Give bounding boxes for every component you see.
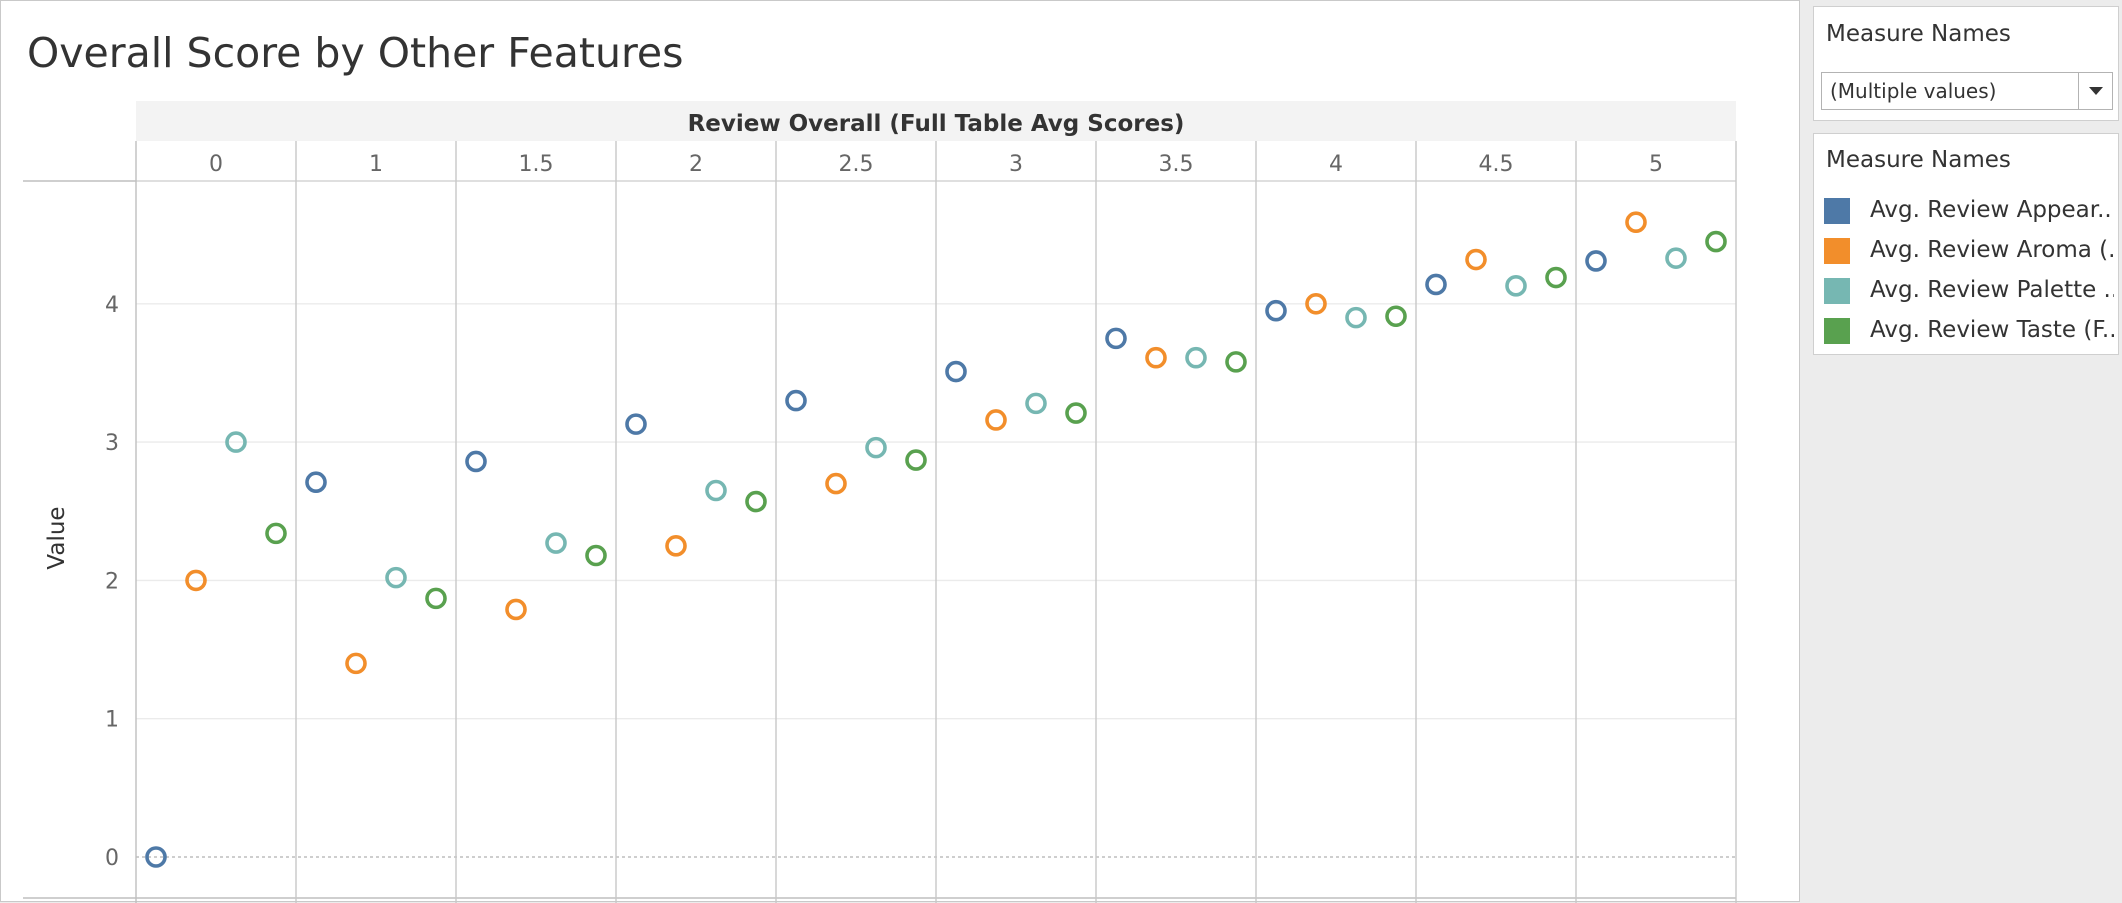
- data-point: [1345, 306, 1367, 329]
- legend-swatch: [1824, 238, 1850, 264]
- column-header-title: Review Overall (Full Table Avg Scores): [688, 111, 1185, 137]
- data-point: [425, 587, 447, 610]
- legend-label: Avg. Review Palette ..: [1870, 277, 2114, 303]
- data-point: [865, 436, 887, 459]
- data-point: [305, 471, 327, 494]
- color-legend: Measure Names Avg. Review Appear.. Avg. …: [1813, 133, 2119, 355]
- data-point: [185, 569, 207, 592]
- column-category-label: 1.5: [519, 152, 554, 177]
- data-point: [1465, 248, 1487, 271]
- column-category-label: 2.5: [839, 152, 874, 177]
- data-point: [1145, 346, 1167, 369]
- data-point: [905, 449, 927, 471]
- column-category-label: 3.5: [1159, 152, 1194, 177]
- column-category-label: 4: [1329, 152, 1343, 177]
- data-point: [1585, 250, 1607, 272]
- y-tick-label: 1: [105, 708, 119, 733]
- worksheet: Overall Score by Other Features Review O…: [0, 0, 1800, 903]
- filter-selected-value: (Multiple values): [1830, 79, 1997, 103]
- legend-swatch: [1824, 198, 1850, 224]
- measure-names-filter-dropdown[interactable]: (Multiple values): [1821, 72, 2113, 110]
- data-point: [1385, 305, 1407, 328]
- data-point: [825, 472, 847, 495]
- data-point: [1185, 346, 1207, 369]
- data-point: [1505, 275, 1527, 297]
- column-header-band: [136, 101, 1736, 141]
- data-point: [505, 598, 527, 621]
- legend-item-palette[interactable]: Avg. Review Palette ..: [1824, 276, 2114, 306]
- legend-title: Measure Names: [1826, 147, 2011, 173]
- data-point: [985, 409, 1007, 431]
- data-point: [785, 389, 807, 412]
- filter-title: Measure Names: [1826, 21, 2011, 47]
- data-point: [745, 490, 767, 513]
- data-point: [265, 522, 287, 545]
- data-point: [1265, 299, 1287, 322]
- data-point: [705, 479, 727, 502]
- legend-swatch: [1824, 318, 1850, 344]
- data-point: [1105, 327, 1127, 350]
- data-point: [345, 652, 367, 675]
- legend-item-appearance[interactable]: Avg. Review Appear..: [1824, 196, 2114, 226]
- data-point: [545, 532, 567, 554]
- column-category-label: 3: [1009, 152, 1023, 177]
- column-category-label: 1: [369, 152, 383, 177]
- data-point: [225, 431, 247, 453]
- data-point: [465, 450, 487, 473]
- chevron-down-icon: [2089, 87, 2103, 95]
- data-point: [1425, 273, 1447, 296]
- legend-item-taste[interactable]: Avg. Review Taste (F..: [1824, 316, 2114, 346]
- data-point: [385, 566, 407, 589]
- data-point: [625, 413, 647, 435]
- dropdown-arrow-button[interactable]: [2078, 73, 2112, 109]
- y-axis-label: Value: [44, 506, 70, 569]
- y-tick-label: 0: [105, 846, 119, 871]
- data-point: [945, 360, 967, 383]
- legend-swatch: [1824, 278, 1850, 304]
- filter-card: Measure Names (Multiple values): [1813, 6, 2119, 121]
- data-point: [665, 535, 687, 557]
- y-tick-label: 4: [105, 293, 119, 318]
- column-category-label: 2: [689, 152, 703, 177]
- y-tick-label: 3: [105, 431, 119, 456]
- data-point: [1625, 211, 1647, 234]
- data-point: [1305, 292, 1327, 315]
- chart-title: Overall Score by Other Features: [27, 29, 684, 77]
- scatter-chart: Review Overall (Full Table Avg Scores) 0 1…: [23, 101, 1737, 903]
- y-tick-label: 2: [105, 569, 119, 594]
- data-point: [145, 846, 167, 868]
- legend-label: Avg. Review Aroma (..: [1870, 237, 2114, 263]
- legend-label: Avg. Review Taste (F..: [1870, 317, 2114, 343]
- data-point: [1705, 230, 1727, 253]
- data-point: [1665, 247, 1687, 269]
- data-point: [1065, 402, 1087, 424]
- column-category-label: 5: [1649, 152, 1663, 177]
- data-point: [1025, 392, 1047, 415]
- column-category-label: 4.5: [1479, 152, 1514, 177]
- data-point: [1545, 266, 1567, 289]
- data-point: [585, 544, 607, 567]
- data-point: [1225, 351, 1247, 373]
- legend-item-aroma[interactable]: Avg. Review Aroma (..: [1824, 236, 2114, 266]
- legend-label: Avg. Review Appear..: [1870, 197, 2112, 223]
- column-category-label: 0: [209, 152, 223, 177]
